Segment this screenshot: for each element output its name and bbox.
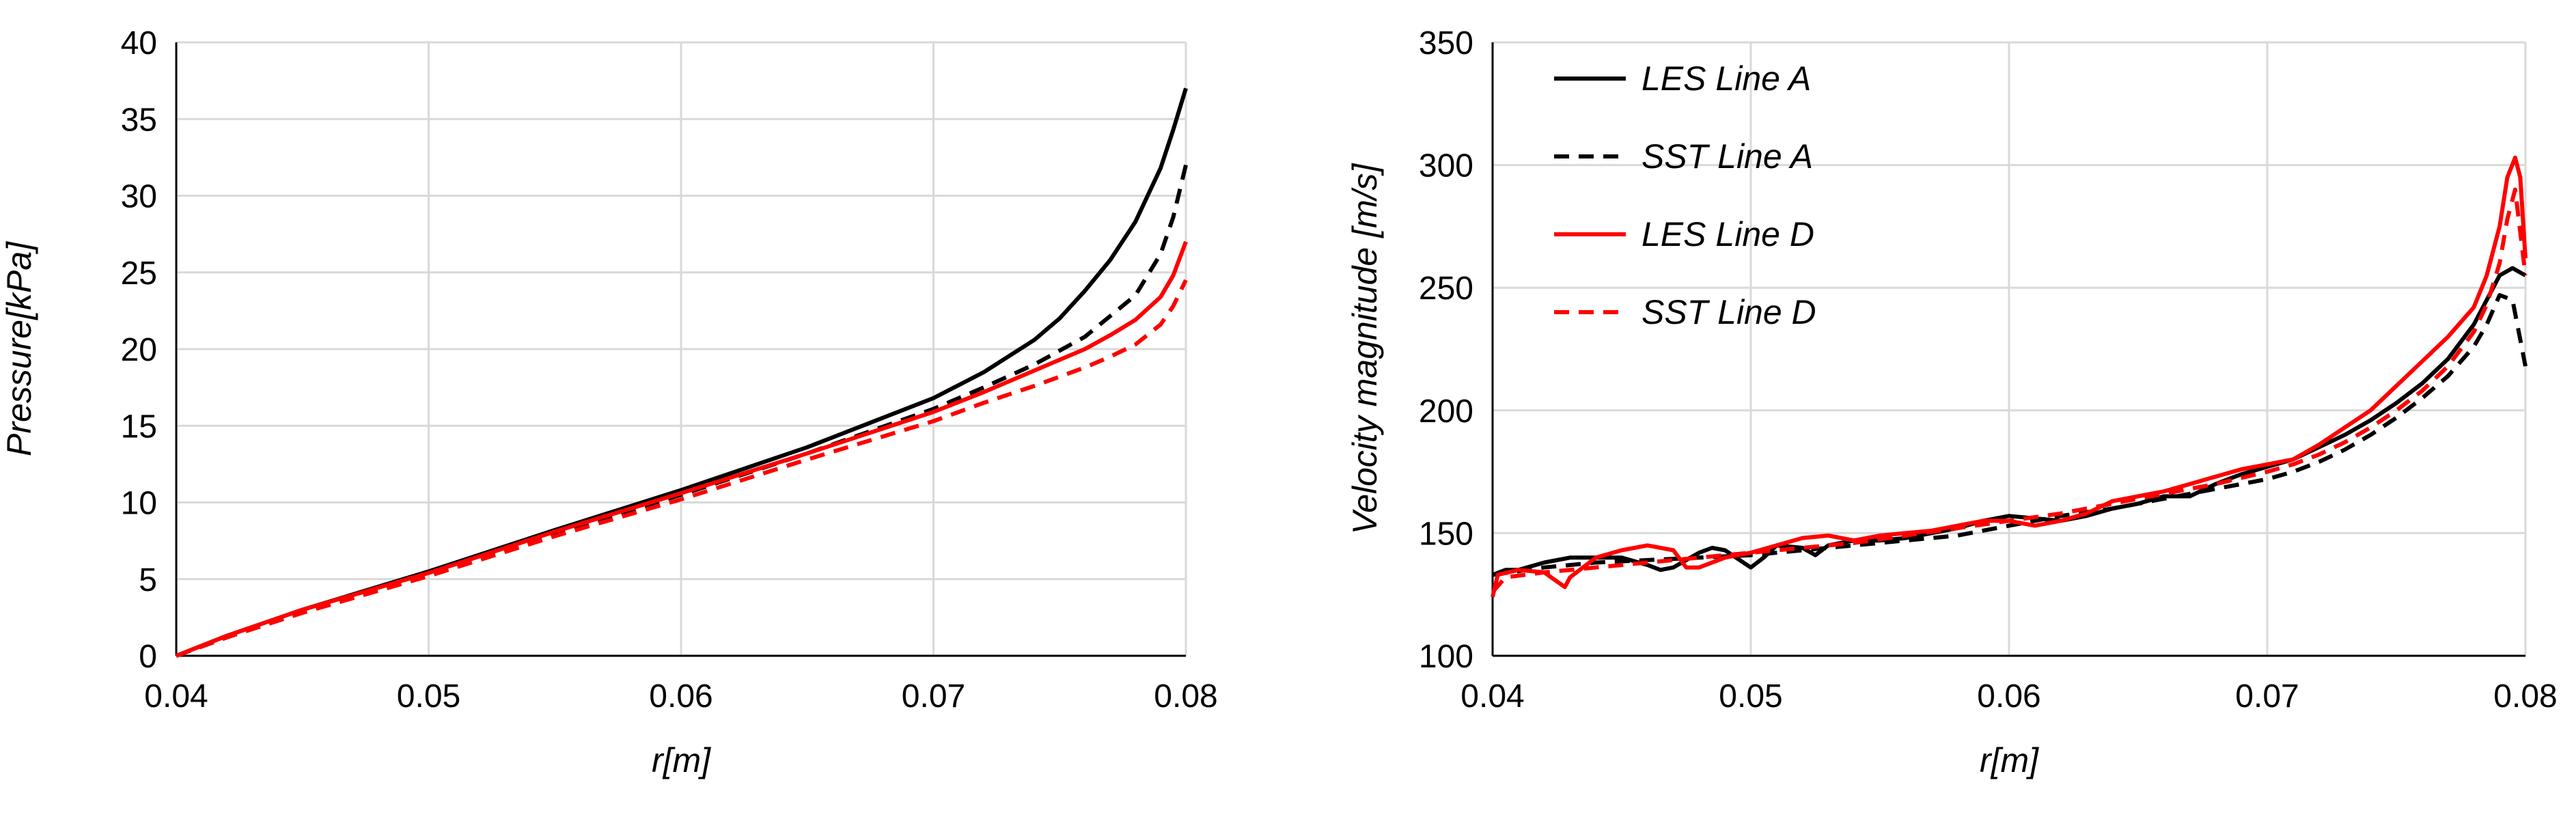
series-line-sst-line-d: [1491, 187, 2527, 594]
series-line-les-line-d: [1491, 155, 2527, 598]
y-axis-title: Velocity magnitude [m/s]: [1346, 163, 1384, 534]
y-tick-label: 350: [1419, 25, 1473, 61]
x-tick-label: 0.08: [1154, 678, 1217, 715]
y-tick-label: 150: [1419, 516, 1473, 552]
y-tick-label: 5: [139, 562, 157, 598]
y-tick-label: 200: [1419, 393, 1473, 430]
series-line-2: [175, 240, 1188, 658]
x-tick-label: 0.08: [2493, 678, 2557, 715]
x-tick-label: 0.06: [1977, 678, 2040, 715]
y-tick-label: 15: [121, 408, 157, 445]
pressure-chart: 0.04 0.05 0.06 0.07 0.08 0 5 10 15 20 25 30 35 40 r[m]…: [0, 25, 1218, 779]
y-tick-label: 10: [121, 486, 157, 522]
x-tick-label: 0.07: [902, 678, 965, 715]
legend-label: SST Line D: [1642, 293, 1816, 331]
y-tick-label: 300: [1419, 148, 1473, 184]
y-tick-label: 40: [121, 25, 157, 61]
legend-label: LES Line A: [1642, 59, 1811, 98]
y-tick-label: 25: [121, 255, 157, 292]
y-tick-label: 30: [121, 179, 157, 215]
y-tick-label: 35: [121, 102, 157, 138]
x-tick-label: 0.07: [2235, 678, 2299, 715]
legend-label: LES Line D: [1642, 215, 1814, 253]
velocity-chart: 0.04 0.05 0.06 0.07 0.08 100 150 200 250 300 350 r[…: [1346, 25, 2558, 779]
x-tick-label: 0.06: [649, 678, 712, 715]
series-line-3: [175, 279, 1188, 658]
x-axis-title: r[m]: [1980, 741, 2039, 779]
x-tick-label: 0.05: [1719, 678, 1782, 715]
legend-label: SST Line A: [1642, 137, 1813, 176]
y-tick-label: 250: [1419, 271, 1473, 307]
x-tick-label: 0.05: [397, 678, 460, 715]
x-tick-label: 0.04: [1460, 678, 1524, 715]
y-tick-label: 20: [121, 332, 157, 368]
y-tick-label: 100: [1419, 639, 1473, 675]
y-tick-label: 0: [139, 639, 157, 675]
x-tick-label: 0.04: [144, 678, 208, 715]
x-axis-title: r[m]: [652, 741, 711, 779]
y-axis-title: Pressure[kPa]: [0, 241, 38, 456]
